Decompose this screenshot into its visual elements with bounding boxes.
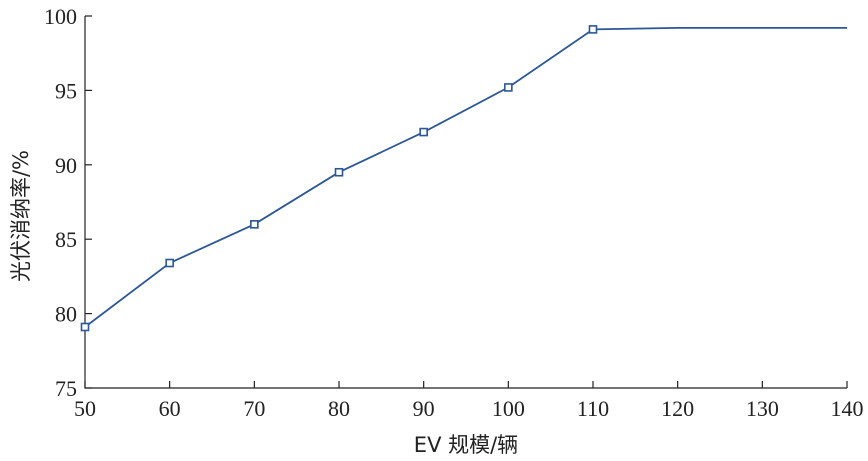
data-point-marker bbox=[250, 220, 259, 229]
x-tick-label: 80 bbox=[328, 396, 350, 421]
data-point-marker bbox=[165, 258, 174, 268]
data-point-marker bbox=[419, 127, 428, 137]
x-tick-label: 140 bbox=[831, 396, 864, 421]
y-tick-label: 80 bbox=[55, 302, 77, 327]
data-point-marker bbox=[504, 83, 513, 92]
y-tick-label: 85 bbox=[55, 227, 77, 252]
axes bbox=[84, 15, 848, 389]
x-tick-label: 90 bbox=[413, 396, 435, 421]
x-axis-title: EV 规模/辆 bbox=[414, 433, 518, 457]
y-tick-label: 95 bbox=[55, 78, 77, 103]
data-point-marker bbox=[588, 25, 598, 34]
x-tick-label: 60 bbox=[159, 396, 181, 421]
x-tick-label: 50 bbox=[74, 396, 96, 421]
y-axis-title: 光伏消纳率/% bbox=[9, 150, 33, 282]
y-tick-label: 100 bbox=[44, 4, 77, 29]
x-tick-label: 100 bbox=[492, 396, 525, 421]
y-tick-label: 75 bbox=[55, 376, 77, 401]
y-tick-label: 90 bbox=[55, 153, 77, 178]
series-line bbox=[84, 26, 847, 328]
data-point-marker bbox=[80, 322, 90, 332]
x-tick-label: 130 bbox=[746, 396, 779, 421]
axis-frame bbox=[84, 16, 847, 389]
data-point-marker bbox=[334, 167, 344, 177]
x-tick-label: 70 bbox=[243, 396, 265, 421]
x-tick-label: 110 bbox=[577, 396, 609, 421]
x-tick-label: 120 bbox=[661, 396, 694, 421]
axis-labels: 50 60 70 80 90 100 110 120 130 140 75 80 85 90 95 100 EV… bbox=[9, 4, 864, 457]
series-group bbox=[80, 25, 847, 332]
